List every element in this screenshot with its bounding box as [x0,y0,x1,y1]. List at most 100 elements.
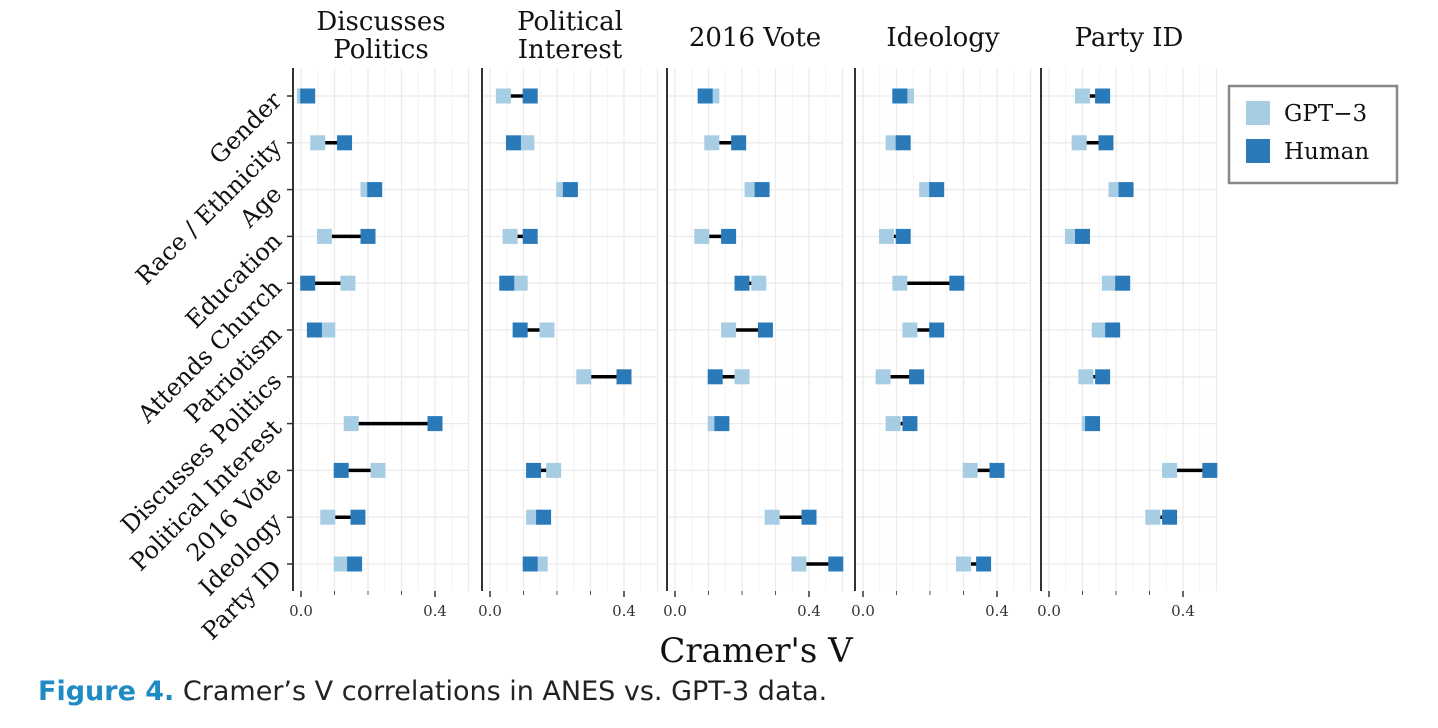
human-point-age [367,182,383,198]
human-point-2016-vote [989,462,1005,478]
human-point-age [1118,182,1134,198]
facet-title-line: Political [517,7,623,37]
x-tick-label: 0.4 [1171,602,1195,620]
human-point-patriotism [512,322,528,338]
human-point-race-ethnicity [895,135,911,151]
human-point-discusses-politics [616,369,632,385]
gpt3-point-education [694,228,710,244]
human-point-party-id [522,556,538,572]
human-point-race-ethnicity [731,135,747,151]
gpt3-point-political-interest [343,416,359,432]
human-point-2016-vote [1202,462,1218,478]
facet-title-line: Interest [518,35,623,65]
gpt3-point-race-ethnicity [519,135,535,151]
x-tick-label: 0.0 [663,602,687,620]
human-point-education [522,228,538,244]
legend-label-gpt-3: GPT−3 [1284,101,1367,127]
facet-title-line: Discusses [316,7,445,37]
human-point-patriotism [929,322,945,338]
gpt3-point-discusses-politics [1078,369,1094,385]
gpt3-point-2016-vote [962,462,978,478]
human-point-attends-church [1115,275,1131,291]
human-point-race-ethnicity [1098,135,1114,151]
human-point-age [754,182,770,198]
facet-title-discusses-politics: Discusses Politics [316,7,445,65]
human-point-race-ethnicity [337,135,353,151]
human-point-gender [892,88,908,104]
x-tick-label: 0.0 [851,602,875,620]
gpt3-point-discusses-politics [875,369,891,385]
gpt3-point-education [502,228,518,244]
gpt3-point-attends-church [340,275,356,291]
human-point-discusses-politics [1095,369,1111,385]
human-point-gender [697,88,713,104]
human-point-party-id [976,556,992,572]
human-point-gender [1095,88,1111,104]
x-axis-title: Cramer's V [659,631,854,671]
gpt3-point-ideology [320,509,336,525]
legend-label-human: Human [1284,139,1369,165]
human-point-education [1075,228,1090,244]
human-point-party-id [347,556,363,572]
figure-caption-text: Cramer’s V correlations in ANES vs. GPT-… [174,676,828,707]
gpt3-point-education [316,228,332,244]
gpt3-point-patriotism [721,322,737,338]
gpt3-point-gender [1075,88,1090,104]
human-point-attends-church [499,275,515,291]
x-tick-label: 0.0 [289,602,313,620]
human-point-political-interest [902,416,918,432]
gpt3-point-attends-church [512,275,528,291]
gpt3-point-ideology [764,509,780,525]
human-point-political-interest [1085,416,1101,432]
figure-caption: Figure 4. Cramer’s V correlations in ANE… [38,676,827,707]
gpt3-point-attends-church [1101,275,1117,291]
facet-title-line: Politics [333,35,428,65]
gpt3-point-discusses-politics [734,369,750,385]
gpt3-point-gender [495,88,511,104]
human-point-2016-vote [526,462,542,478]
human-point-age [929,182,945,198]
human-point-political-interest [427,416,443,432]
human-point-gender [300,88,316,104]
x-tick-label: 0.0 [1037,602,1061,620]
human-point-attends-church [734,275,750,291]
gpt3-point-2016-vote [370,462,386,478]
legend-swatch-gpt-3 [1246,101,1270,125]
facet-title-2016-vote: 2016 Vote [689,23,821,53]
gpt3-point-patriotism [320,322,336,338]
human-point-gender [522,88,538,104]
human-point-attends-church [949,275,965,291]
human-point-patriotism [306,322,322,338]
gpt3-point-attends-church [751,275,767,291]
human-point-age [562,182,578,198]
gpt3-point-party-id [956,556,971,572]
human-point-ideology [536,509,552,525]
human-point-ideology [801,509,817,525]
human-point-discusses-politics [707,369,723,385]
gpt3-point-race-ethnicity [1071,135,1087,151]
gpt3-point-patriotism [902,322,918,338]
gpt3-point-race-ethnicity [310,135,326,151]
x-tick-label: 0.0 [478,602,502,620]
human-point-education [895,228,911,244]
x-tick-label: 0.4 [985,602,1009,620]
gpt3-point-attends-church [892,275,908,291]
gpt3-point-2016-vote [546,462,562,478]
gpt3-point-ideology [1145,509,1161,525]
human-point-discusses-politics [909,369,925,385]
facet-title-ideology: Ideology [886,23,1000,53]
human-point-attends-church [300,275,316,291]
facet-title-political-interest: Political Interest [517,7,623,65]
human-point-party-id [828,556,844,572]
human-point-education [721,228,737,244]
gpt3-point-political-interest [885,416,901,432]
facet-title-party-id: Party ID [1075,23,1184,53]
human-point-race-ethnicity [505,135,521,151]
gpt3-point-2016-vote [1162,462,1178,478]
gpt3-point-race-ethnicity [704,135,720,151]
gpt3-point-party-id [791,556,807,572]
gpt3-point-patriotism [1091,322,1107,338]
figure-label: Figure 4. [38,676,175,707]
x-tick-label: 0.4 [797,602,821,620]
